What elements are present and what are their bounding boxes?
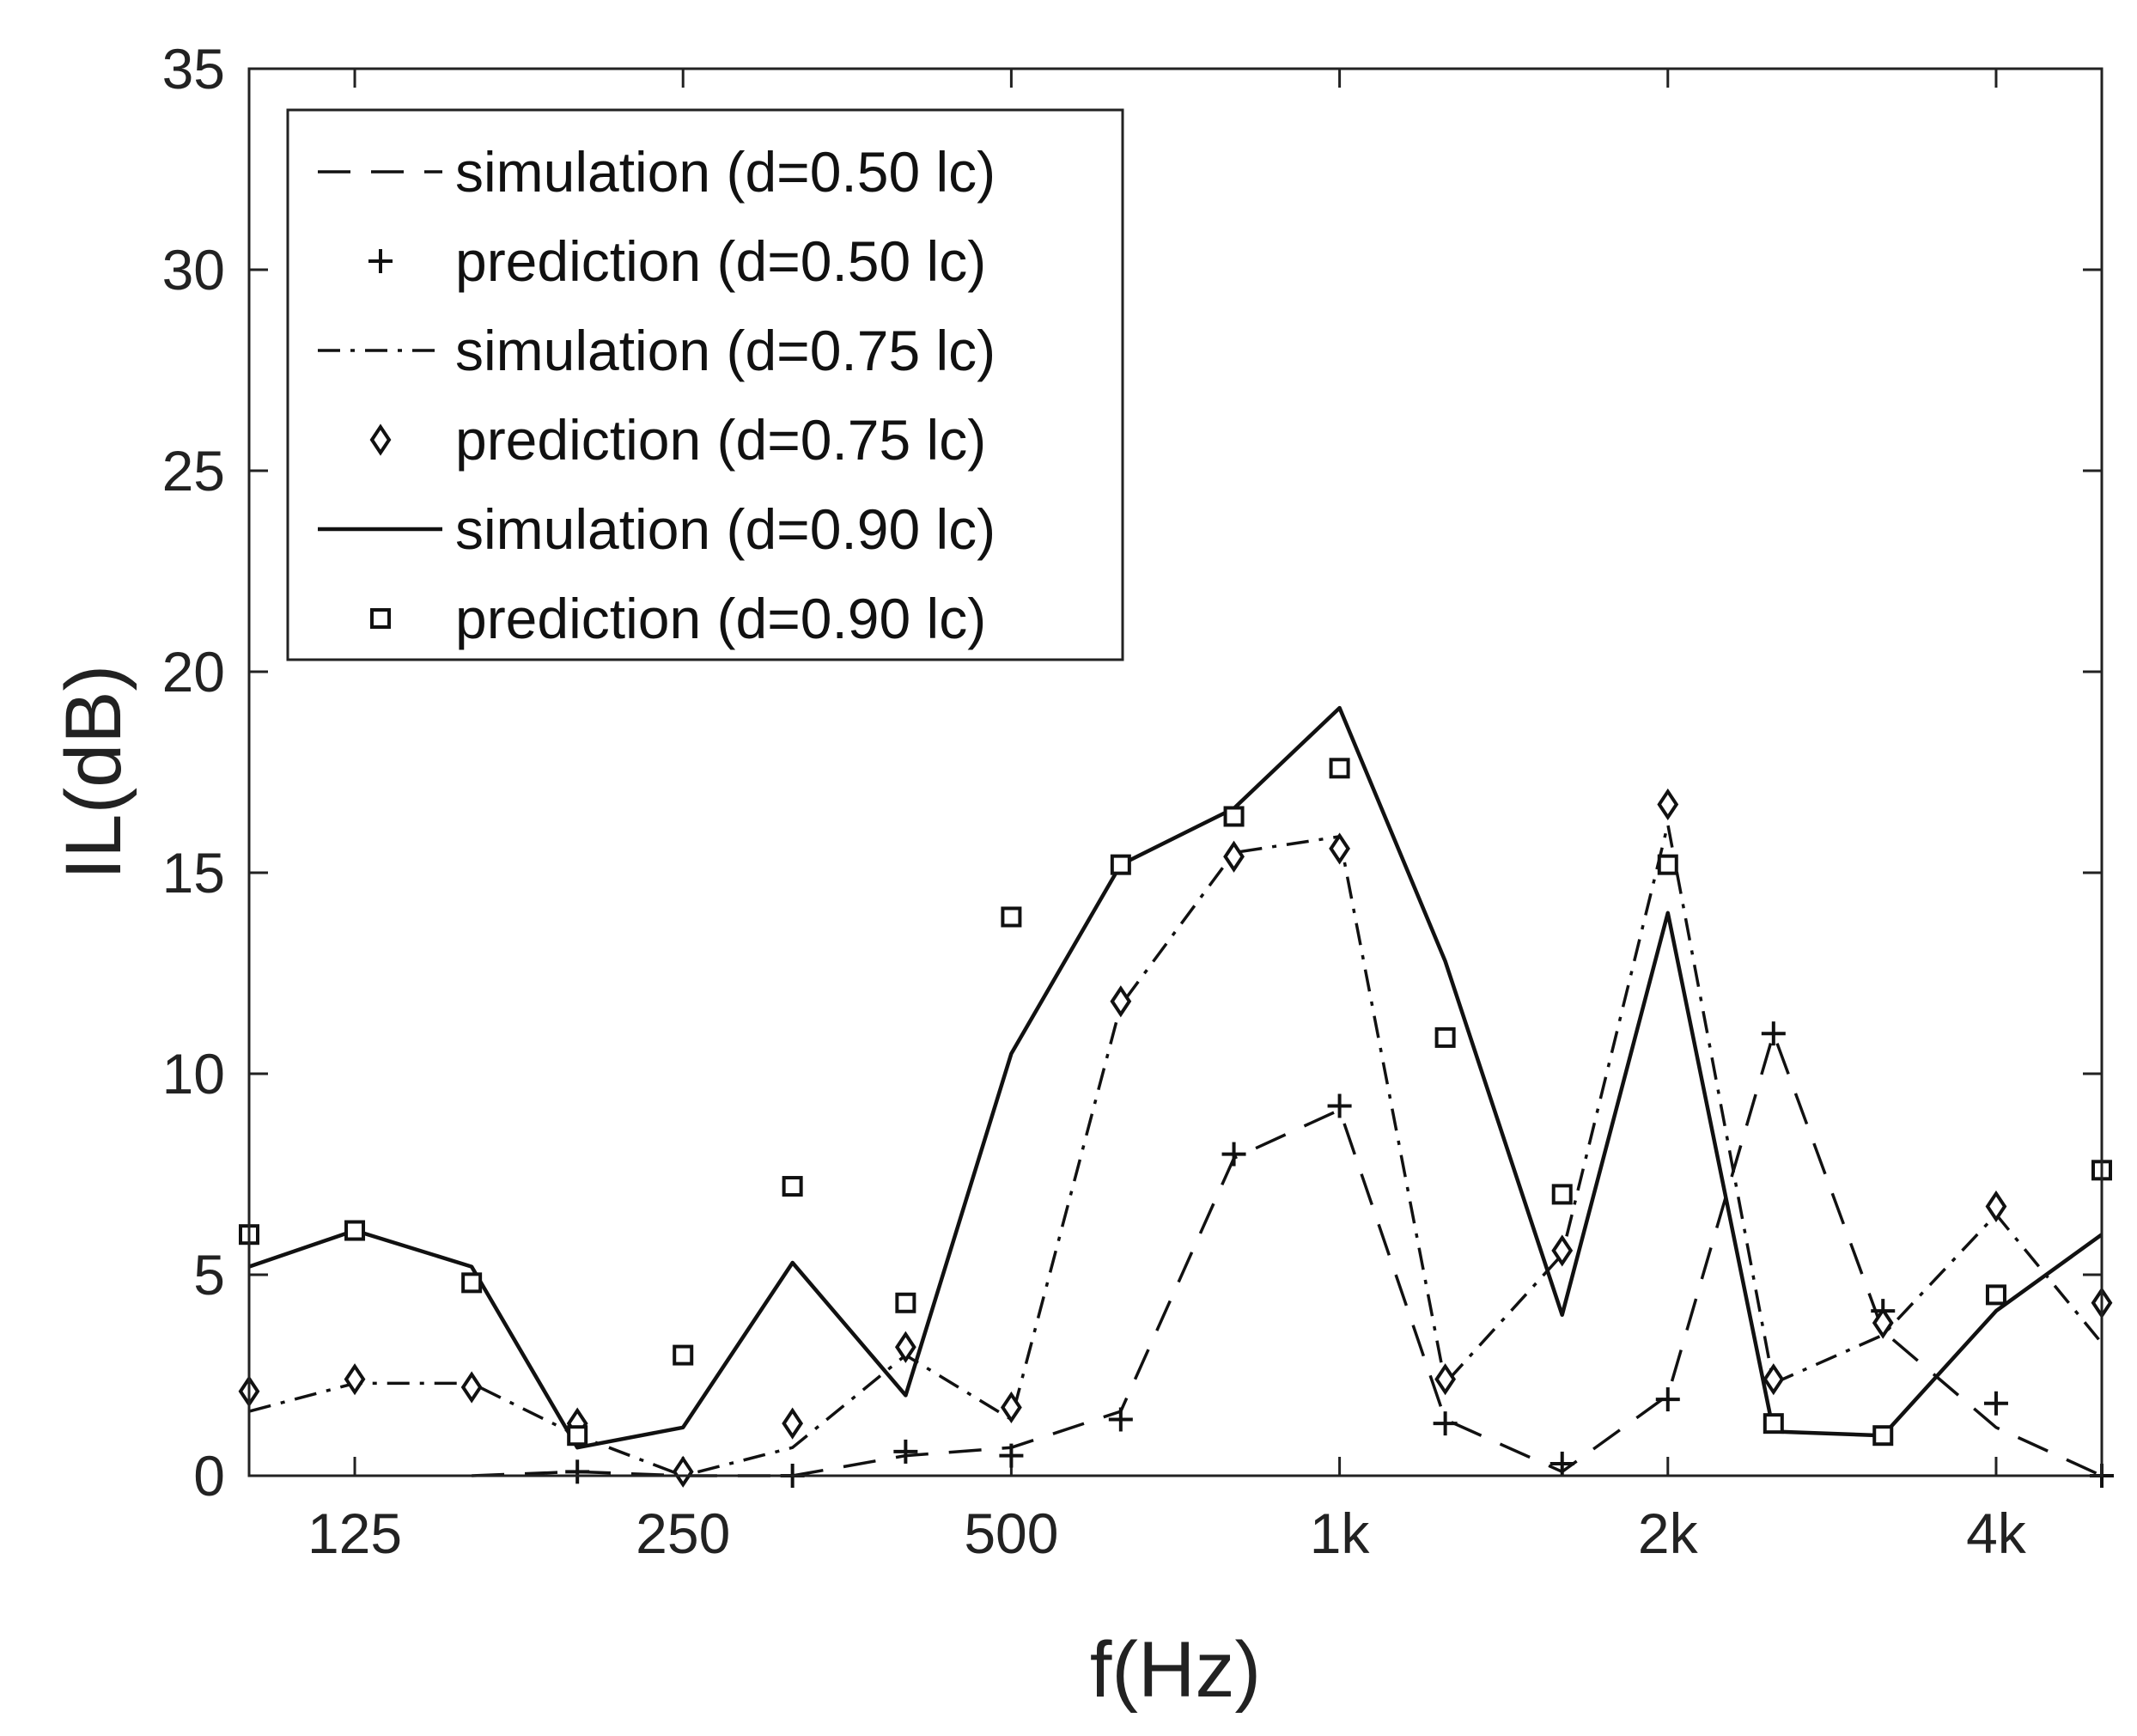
- series-layer: [238, 705, 2114, 1488]
- legend-entry: simulation (d=0.90 lc): [318, 497, 995, 561]
- legend-label: simulation (d=0.90 lc): [455, 497, 995, 561]
- legend: simulation (d=0.50 lc) prediction (d=0.50…: [286, 108, 1124, 661]
- diamond-marker: [1223, 840, 1245, 873]
- diamond-marker: [1001, 1391, 1022, 1424]
- series-3: [238, 788, 2113, 1488]
- y-tick-label: 10: [162, 1042, 225, 1106]
- diamond-marker: [782, 1407, 804, 1440]
- series-2: [248, 823, 2104, 1477]
- square-marker: [673, 1344, 694, 1366]
- square-marker: [1223, 806, 1245, 827]
- diamond-marker: [1872, 1307, 1894, 1339]
- y-tick-label: 0: [193, 1444, 225, 1508]
- tick-labels: 0 5 10 15 20 25 30 35 125 250 500 1k 2k 4k: [162, 37, 2027, 1565]
- plus-marker: [565, 1459, 590, 1484]
- series-5: [239, 758, 2112, 1447]
- square-marker: [1110, 854, 1131, 875]
- square-marker: [1434, 1026, 1456, 1048]
- plus-marker: [893, 1439, 918, 1464]
- legend-entry: prediction (d=0.50 lc): [368, 229, 986, 293]
- y-tick-label: 20: [162, 640, 225, 704]
- series-line: [472, 1032, 2103, 1477]
- square-marker: [1763, 1413, 1784, 1434]
- plus-marker: [1655, 1387, 1680, 1412]
- x-tick-label: 2k: [1638, 1501, 1699, 1565]
- legend-entry: simulation (d=0.50 lc): [318, 140, 995, 204]
- plus-marker: [1761, 1021, 1786, 1046]
- plus-marker: [1221, 1142, 1246, 1166]
- square-marker: [344, 1220, 366, 1241]
- diamond-marker: [672, 1455, 694, 1488]
- x-tick-label: 125: [307, 1501, 402, 1565]
- square-marker: [1985, 1284, 2006, 1306]
- plus-marker: [999, 1443, 1024, 1468]
- diamond-marker: [344, 1363, 366, 1396]
- square-marker: [1001, 906, 1022, 928]
- x-tick-label: 500: [964, 1501, 1058, 1565]
- x-tick-label: 250: [636, 1501, 730, 1565]
- diamond-marker: [1763, 1363, 1785, 1396]
- series-4: [248, 705, 2104, 1450]
- axes-frame: [247, 67, 2104, 1477]
- y-tick-label: 15: [162, 841, 225, 905]
- diamond-marker: [1657, 788, 1679, 821]
- x-tick-label: 1k: [1310, 1501, 1371, 1565]
- square-marker: [1872, 1425, 1894, 1447]
- plus-marker: [1983, 1391, 2008, 1416]
- y-axis-title: IL(dB): [50, 665, 137, 880]
- series-line: [248, 705, 2104, 1450]
- legend-label: simulation (d=0.50 lc): [455, 140, 995, 204]
- legend-box: [286, 108, 1124, 661]
- diamond-marker: [1985, 1190, 2007, 1223]
- diamond-marker: [1551, 1234, 1574, 1267]
- square-marker: [1657, 854, 1678, 875]
- plus-marker: [1108, 1407, 1133, 1432]
- plot-frame: [247, 67, 2104, 1477]
- square-marker: [567, 1425, 588, 1447]
- legend-entry: simulation (d=0.75 lc): [318, 319, 995, 382]
- legend-label: prediction (d=0.75 lc): [455, 408, 986, 472]
- square-marker: [1329, 758, 1350, 779]
- square-marker: [782, 1176, 803, 1197]
- square-marker: [895, 1292, 916, 1313]
- legend-entry: prediction (d=0.75 lc): [369, 408, 986, 472]
- plus-marker: [1433, 1411, 1458, 1436]
- square-marker: [461, 1272, 483, 1294]
- legend-marker-sample: [368, 249, 393, 273]
- legend-label: prediction (d=0.90 lc): [455, 587, 986, 650]
- y-tick-label: 5: [193, 1243, 225, 1307]
- diamond-marker: [894, 1331, 916, 1363]
- diamond-marker: [1110, 985, 1132, 1018]
- x-axis-title: f(Hz): [1090, 1626, 1261, 1714]
- diamond-marker: [460, 1371, 483, 1404]
- diamond-marker: [1434, 1363, 1457, 1396]
- plus-marker: [1327, 1093, 1352, 1118]
- plus-marker: [1549, 1451, 1574, 1476]
- y-tick-label: 35: [162, 37, 225, 101]
- legend-label: simulation (d=0.75 lc): [455, 319, 995, 382]
- x-tick-label: 4k: [1966, 1501, 2027, 1565]
- legend-label: prediction (d=0.50 lc): [455, 229, 986, 293]
- axis-ticks: [249, 67, 2102, 1477]
- y-tick-label: 30: [162, 238, 225, 302]
- legend-marker-sample: [370, 608, 391, 629]
- legend-marker-sample: [369, 423, 392, 456]
- series-0: [472, 1032, 2103, 1477]
- square-marker: [1551, 1184, 1573, 1205]
- legend-entry: prediction (d=0.90 lc): [370, 587, 986, 650]
- series-line: [248, 823, 2104, 1477]
- diamond-marker: [1329, 832, 1350, 865]
- y-tick-label: 25: [162, 439, 225, 503]
